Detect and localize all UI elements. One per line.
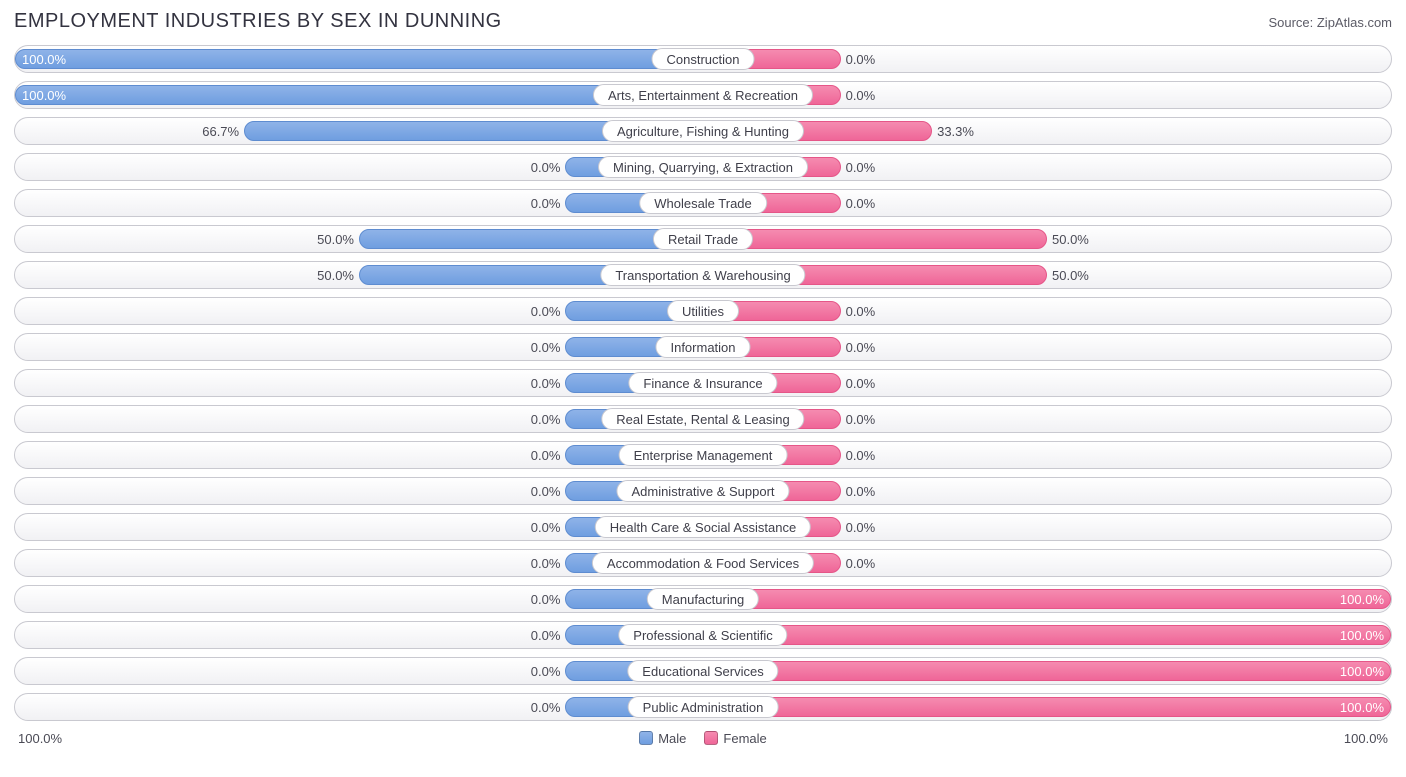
chart-row: 0.0% 0.0% Health Care & Social Assistance [14, 513, 1392, 541]
female-value-label: 0.0% [840, 158, 876, 176]
category-label: Enterprise Management [619, 444, 788, 466]
female-value-label: 100.0% [1340, 626, 1384, 644]
male-value-label: 0.0% [531, 374, 567, 392]
chart-row: 0.0% 0.0% Real Estate, Rental & Leasing [14, 405, 1392, 433]
male-value-label: 66.7% [202, 122, 245, 140]
male-value-label: 0.0% [531, 662, 567, 680]
category-label: Arts, Entertainment & Recreation [593, 84, 813, 106]
female-bar: 100.0% [703, 625, 1391, 645]
female-value-label: 0.0% [840, 482, 876, 500]
female-value-label: 0.0% [840, 446, 876, 464]
axis-left-label: 100.0% [18, 731, 62, 746]
chart-row: 0.0% 0.0% Wholesale Trade [14, 189, 1392, 217]
category-label: Transportation & Warehousing [600, 264, 805, 286]
female-value-label: 100.0% [1340, 698, 1384, 716]
female-bar: 50.0% [703, 229, 1047, 249]
female-value-label: 33.3% [931, 122, 974, 140]
male-value-label: 0.0% [531, 554, 567, 572]
chart-row: 0.0% 0.0% Mining, Quarrying, & Extraction [14, 153, 1392, 181]
male-value-label: 0.0% [531, 482, 567, 500]
chart-row: 0.0% 100.0% Educational Services [14, 657, 1392, 685]
axis-right-label: 100.0% [1344, 731, 1388, 746]
female-value-label: 100.0% [1340, 590, 1384, 608]
female-swatch-icon [704, 731, 718, 745]
chart-row: 0.0% 100.0% Professional & Scientific [14, 621, 1392, 649]
chart-row: 0.0% 0.0% Accommodation & Food Services [14, 549, 1392, 577]
category-label: Professional & Scientific [618, 624, 787, 646]
female-value-label: 0.0% [840, 338, 876, 356]
female-value-label: 100.0% [1340, 662, 1384, 680]
female-value-label: 0.0% [840, 194, 876, 212]
female-bar: 100.0% [703, 661, 1391, 681]
chart-row: 0.0% 100.0% Public Administration [14, 693, 1392, 721]
male-value-label: 0.0% [531, 302, 567, 320]
male-bar: 100.0% [15, 49, 703, 69]
female-value-label: 0.0% [840, 302, 876, 320]
legend-male-label: Male [658, 731, 686, 746]
male-value-label: 0.0% [531, 446, 567, 464]
category-label: Retail Trade [653, 228, 753, 250]
category-label: Wholesale Trade [639, 192, 767, 214]
male-swatch-icon [639, 731, 653, 745]
category-label: Utilities [667, 300, 739, 322]
category-label: Administrative & Support [616, 480, 789, 502]
category-label: Information [655, 336, 750, 358]
male-bar: 50.0% [359, 229, 703, 249]
category-label: Educational Services [627, 660, 778, 682]
chart-row: 0.0% 0.0% Enterprise Management [14, 441, 1392, 469]
chart-row: 0.0% 0.0% Administrative & Support [14, 477, 1392, 505]
chart-row: 100.0% 0.0% Arts, Entertainment & Recreati… [14, 81, 1392, 109]
male-value-label: 0.0% [531, 338, 567, 356]
female-value-label: 0.0% [840, 554, 876, 572]
male-value-label: 100.0% [22, 86, 66, 104]
chart-row: 50.0% 50.0% Transportation & Warehousing [14, 261, 1392, 289]
chart-title: EMPLOYMENT INDUSTRIES BY SEX IN DUNNING [14, 10, 502, 33]
male-value-label: 100.0% [22, 50, 66, 68]
legend-female: Female [704, 731, 766, 746]
chart-legend: Male Female [639, 731, 767, 746]
female-value-label: 50.0% [1046, 230, 1089, 248]
male-value-label: 0.0% [531, 518, 567, 536]
legend-female-label: Female [723, 731, 766, 746]
chart-container: EMPLOYMENT INDUSTRIES BY SEX IN DUNNING … [0, 0, 1406, 754]
female-value-label: 0.0% [840, 86, 876, 104]
female-value-label: 50.0% [1046, 266, 1089, 284]
category-label: Finance & Insurance [628, 372, 777, 394]
chart-axis: 100.0% Male Female 100.0% [14, 729, 1392, 746]
male-value-label: 0.0% [531, 194, 567, 212]
category-label: Public Administration [628, 696, 779, 718]
female-value-label: 0.0% [840, 518, 876, 536]
category-label: Agriculture, Fishing & Hunting [602, 120, 804, 142]
category-label: Accommodation & Food Services [592, 552, 814, 574]
category-label: Health Care & Social Assistance [595, 516, 811, 538]
female-value-label: 0.0% [840, 374, 876, 392]
category-label: Real Estate, Rental & Leasing [601, 408, 804, 430]
female-value-label: 0.0% [840, 410, 876, 428]
male-value-label: 50.0% [317, 266, 360, 284]
chart-row: 0.0% 0.0% Information [14, 333, 1392, 361]
chart-row: 100.0% 0.0% Construction [14, 45, 1392, 73]
legend-male: Male [639, 731, 686, 746]
male-value-label: 0.0% [531, 410, 567, 428]
male-value-label: 50.0% [317, 230, 360, 248]
female-value-label: 0.0% [840, 50, 876, 68]
category-label: Manufacturing [647, 588, 759, 610]
chart-row: 66.7% 33.3% Agriculture, Fishing & Hunting [14, 117, 1392, 145]
chart-source: Source: ZipAtlas.com [1268, 15, 1392, 30]
male-value-label: 0.0% [531, 590, 567, 608]
chart-row: 0.0% 0.0% Finance & Insurance [14, 369, 1392, 397]
male-value-label: 0.0% [531, 698, 567, 716]
category-label: Mining, Quarrying, & Extraction [598, 156, 808, 178]
chart-row: 50.0%50.0%Retail Trade [14, 225, 1392, 253]
category-label: Construction [652, 48, 755, 70]
chart-row: 0.0% 0.0% Utilities [14, 297, 1392, 325]
chart-row: 0.0% 100.0% Manufacturing [14, 585, 1392, 613]
female-bar: 100.0% [703, 697, 1391, 717]
female-bar: 100.0% [703, 589, 1391, 609]
chart-header: EMPLOYMENT INDUSTRIES BY SEX IN DUNNING … [14, 10, 1392, 33]
male-value-label: 0.0% [531, 158, 567, 176]
diverging-bar-chart: 100.0% 0.0% Construction 100.0% 0.0% Arts, En… [14, 45, 1392, 721]
male-value-label: 0.0% [531, 626, 567, 644]
